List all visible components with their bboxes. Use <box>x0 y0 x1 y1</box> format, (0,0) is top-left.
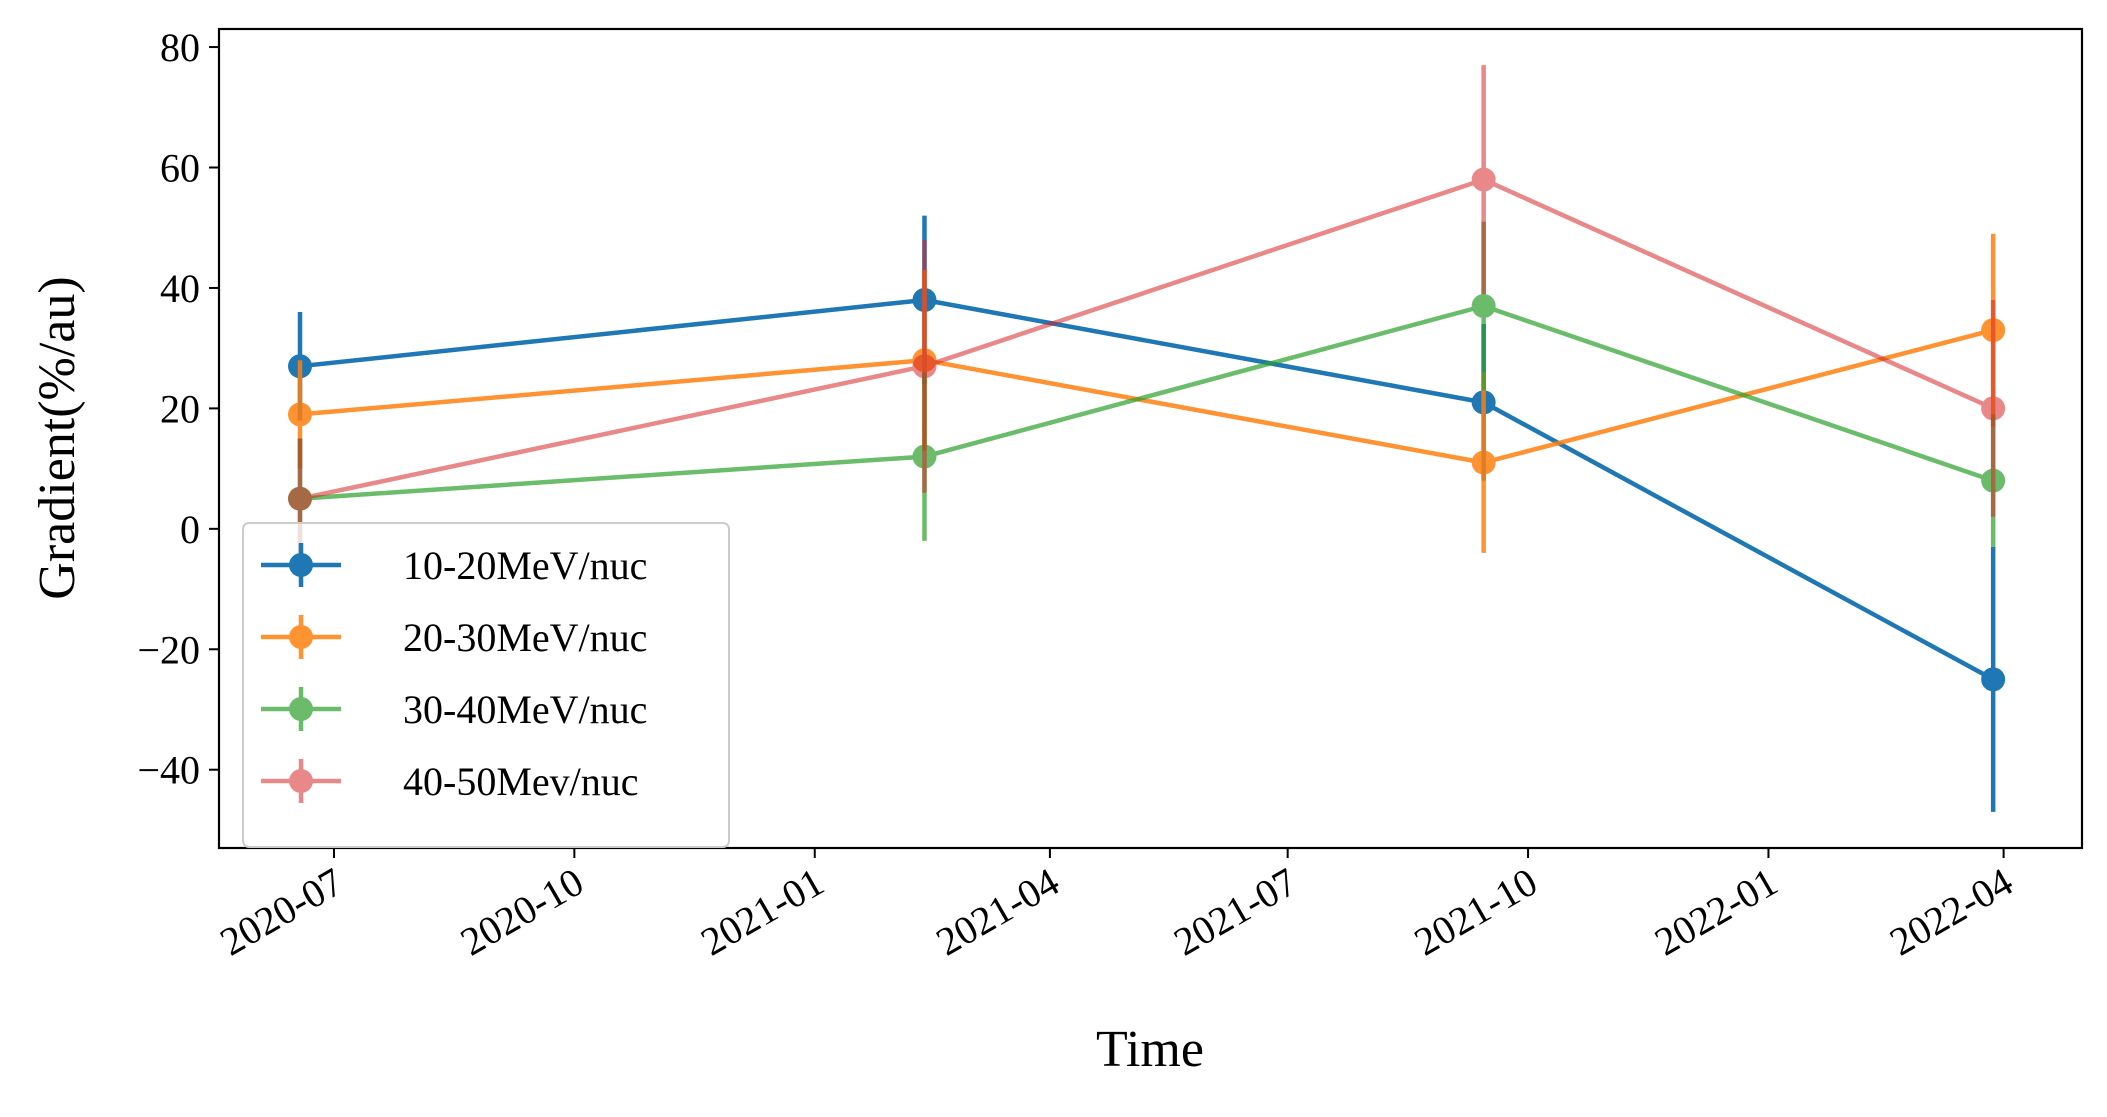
series-3 <box>288 221 2006 559</box>
y-axis: −40 −20 0 20 40 60 80 <box>137 25 219 793</box>
legend-item: 20-30MeV/nuc <box>261 615 647 660</box>
legend-swatch <box>261 615 341 659</box>
legend: 10-20MeV/nuc 20-30MeV/nuc 30-40MeV/nuc 40-5… <box>242 522 730 848</box>
legend-label: 20-30MeV/nuc <box>403 615 647 660</box>
legend-box <box>242 522 730 848</box>
y-tick-label: −40 <box>137 748 200 793</box>
data-point <box>1471 450 1496 475</box>
plot-frame <box>217 27 2084 850</box>
x-tick-label: 2021-10 <box>1407 859 1545 965</box>
y-tick-label: 40 <box>160 266 200 311</box>
series-line <box>299 327 1994 465</box>
data-point <box>1981 396 2006 421</box>
legend-label: 40-50Mev/nuc <box>403 759 639 804</box>
legend-marker <box>289 697 313 721</box>
x-tick-label: 2021-01 <box>693 859 831 965</box>
chart-marks <box>288 65 2006 812</box>
x-tick-label: 2021-04 <box>928 859 1066 965</box>
y-tick-label: 80 <box>160 25 200 70</box>
legend-swatch <box>261 759 341 803</box>
legend-label: 10-20MeV/nuc <box>403 543 647 588</box>
data-point <box>912 354 937 379</box>
x-tick-label: 2020-10 <box>453 859 591 965</box>
y-tick-label: 20 <box>160 386 200 431</box>
series-line <box>299 297 1995 682</box>
y-tick-label: 0 <box>180 507 200 552</box>
x-tick-label: 2022-01 <box>1647 859 1785 965</box>
x-tick-label: 2021-07 <box>1166 859 1304 965</box>
legend-marker <box>289 769 313 793</box>
x-axis: 2020-07 2020-10 2021-01 2021-04 2021-07 2021-… <box>213 848 2020 965</box>
legend-item: 30-40MeV/nuc <box>261 687 647 732</box>
legend-marker <box>289 625 313 649</box>
data-point <box>1981 667 2006 692</box>
x-axis-label: Time <box>1096 1021 1204 1078</box>
y-tick-label: −20 <box>137 627 200 672</box>
data-point <box>1471 167 1496 192</box>
y-axis-label: Gradient(%/au) <box>29 276 86 599</box>
legend-swatch <box>261 687 341 731</box>
data-point <box>288 402 312 427</box>
legend-swatch <box>261 543 341 587</box>
series-4 <box>288 65 2006 559</box>
series-2 <box>288 233 2006 553</box>
data-point <box>288 486 312 511</box>
data-point <box>1471 294 1496 319</box>
series-line <box>299 303 1994 501</box>
legend-label: 30-40MeV/nuc <box>403 687 647 732</box>
y-tick-label: 60 <box>160 146 200 191</box>
x-tick-label: 2022-04 <box>1882 859 2020 965</box>
legend-item: 10-20MeV/nuc <box>261 543 647 588</box>
series-line <box>299 177 1995 501</box>
legend-marker <box>289 553 313 577</box>
legend-item: 40-50Mev/nuc <box>261 759 639 804</box>
x-tick-label: 2020-07 <box>213 859 351 965</box>
